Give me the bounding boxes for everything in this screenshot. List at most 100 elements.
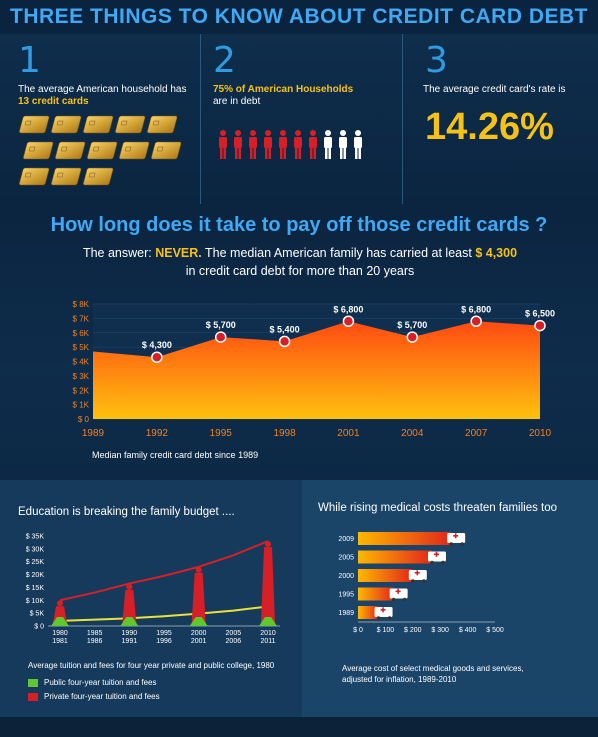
data-point [406, 331, 419, 343]
x-tick-label: 2000 [191, 630, 207, 637]
medical-bar [358, 550, 432, 564]
facts-section: 1 The average American household has 13 … [0, 34, 598, 204]
education-line-chart: $ 0 $ 5K $ 10K $ 15K $ 20K $ 25K $ 30K $ 35K 198… [26, 534, 280, 645]
data-label: $ 5,700 [206, 320, 236, 330]
data-label: $ 6,800 [333, 304, 363, 314]
ambulance-icon [374, 607, 393, 620]
person-icon [309, 130, 317, 159]
x-tick-label: 1996 [156, 638, 172, 645]
data-point [470, 315, 482, 327]
data-point [151, 351, 163, 363]
public-figure-base [120, 617, 139, 626]
x-tick-label: 1989 [82, 428, 105, 439]
x-tick-label: 1981 [52, 638, 68, 645]
person-icon [339, 130, 347, 159]
legend-private-swatch [28, 692, 38, 701]
credit-card-icon [119, 141, 150, 160]
debt-chart-caption: Median family credit card debt since 198… [92, 450, 259, 460]
answer-never: NEVER. [155, 246, 202, 260]
y-tick-label: $ 30K [26, 546, 45, 553]
payoff-section: How long does it take to pay off those c… [0, 204, 598, 480]
data-label: $ 5,400 [270, 324, 300, 334]
y-tick-label: $ 6K [73, 329, 90, 338]
y-tick-label: $ 2K [73, 386, 90, 395]
y-tick-label: $ 25K [26, 559, 45, 566]
x-tick-label: 1995 [210, 428, 233, 439]
medical-panel [302, 480, 598, 737]
y-tick-label: $ 5K [30, 611, 45, 618]
answer-end: in credit card debt for more than 20 yea… [185, 264, 415, 278]
medical-chart-caption: Average cost of select medical goods and… [342, 664, 524, 684]
credit-card-icon [151, 141, 182, 160]
fact-2-highlight: 75% of American Households [213, 84, 354, 95]
credit-card-icon [19, 115, 50, 134]
answer-amount: $ 4,300 [475, 246, 518, 260]
x-tick-label: 1986 [87, 638, 103, 645]
ambulance-icon [408, 570, 427, 583]
y-tick-label: $ 4K [73, 358, 90, 367]
family-figure-icon [51, 600, 69, 626]
payoff-answer: The answer: NEVER. The median American f… [60, 244, 540, 280]
y-tick-label: $ 1K [73, 401, 90, 410]
x-tick-label: 2010 [260, 630, 276, 637]
medical-bar [358, 587, 394, 601]
category-label: 2009 [338, 536, 354, 543]
credit-card-icon [83, 167, 114, 186]
category-label: 2005 [338, 555, 354, 562]
fact-number-1: 1 [18, 40, 41, 81]
person-icon [264, 130, 272, 159]
x-tick-label: 1980 [52, 630, 68, 637]
credit-cards-icon [19, 115, 182, 186]
x-tick-label: $ 200 [404, 627, 422, 634]
medical-bar [358, 606, 379, 619]
x-tick-label: $ 500 [486, 627, 504, 634]
y-tick-label: $ 8K [73, 300, 90, 309]
fact-number-2: 2 [213, 40, 236, 81]
fact-1-label: The average American household has [18, 84, 187, 95]
y-tick-label: $ 35K [26, 534, 45, 541]
x-tick-label: 2001 [191, 638, 207, 645]
person-icon [279, 130, 287, 159]
fact-number-3: 3 [425, 40, 448, 81]
data-point [342, 315, 355, 327]
y-tick-label: $ 0 [78, 415, 90, 424]
households-people-icon [219, 130, 362, 159]
page-title: THREE THINGS TO KNOW ABOUT CREDIT CARD D… [0, 0, 598, 34]
category-label: 1989 [338, 610, 354, 617]
category-label: 2000 [338, 573, 354, 580]
data-label: $ 4,300 [142, 340, 172, 350]
footer-bar [0, 717, 598, 737]
credit-card-icon [23, 141, 54, 160]
x-tick-label: 2006 [226, 638, 242, 645]
y-tick-label: $ 20K [26, 572, 45, 579]
y-tick-label: $ 5K [73, 343, 90, 352]
data-point [214, 331, 227, 343]
medical-bar [358, 569, 413, 582]
education-chart-title: Education is breaking the family budget … [18, 506, 235, 518]
x-tick-label: 1998 [273, 428, 296, 439]
credit-card-icon [55, 141, 86, 160]
credit-card-icon [83, 115, 114, 134]
credit-card-icon [19, 167, 50, 186]
payoff-question: How long does it take to pay off those c… [50, 214, 548, 236]
data-label: $ 6,800 [461, 304, 491, 314]
x-tick-label: $ 0 [353, 627, 363, 634]
fact-2-text: 75% of American Households are in debt [213, 84, 393, 108]
y-tick-label: $ 0 [34, 624, 44, 631]
data-label: $ 5,700 [397, 320, 427, 330]
x-tick-label: $ 300 [431, 627, 449, 634]
x-tick-label: 2004 [401, 428, 424, 439]
credit-card-icon [51, 167, 82, 186]
medical-bar [358, 532, 452, 545]
public-figure-base [51, 617, 69, 626]
public-tuition-line [59, 605, 269, 622]
credit-card-icon [115, 115, 146, 134]
x-tick-label: $ 100 [377, 627, 395, 634]
credit-card-icon [51, 115, 82, 134]
ambulance-icon [447, 533, 466, 546]
medical-bar-chart: 2009 2005 2000 1995 1989 $ 0 $ 100 $ 200 $ 300 $ … [338, 532, 504, 634]
x-tick-label: 1985 [87, 630, 103, 637]
debt-area [93, 321, 540, 419]
y-tick-label: $ 3K [73, 372, 90, 381]
data-point [278, 335, 291, 348]
